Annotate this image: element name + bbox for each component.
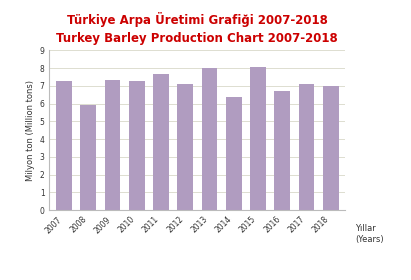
- Bar: [129, 81, 145, 210]
- Bar: [250, 67, 266, 210]
- Y-axis label: Milyon ton (Million tons): Milyon ton (Million tons): [26, 80, 35, 181]
- Text: Yıllar
(Years): Yıllar (Years): [356, 224, 384, 244]
- Bar: [274, 91, 290, 210]
- Bar: [104, 80, 120, 210]
- Bar: [226, 97, 242, 210]
- Bar: [298, 84, 314, 210]
- Bar: [177, 84, 193, 210]
- Title: Türkiye Arpa Üretimi Grafiği 2007-2018
Turkey Barley Production Chart 2007-2018: Türkiye Arpa Üretimi Grafiği 2007-2018 T…: [56, 12, 338, 45]
- Bar: [56, 81, 72, 210]
- Bar: [153, 74, 169, 210]
- Bar: [201, 68, 217, 210]
- Bar: [323, 86, 339, 210]
- Bar: [80, 105, 96, 210]
